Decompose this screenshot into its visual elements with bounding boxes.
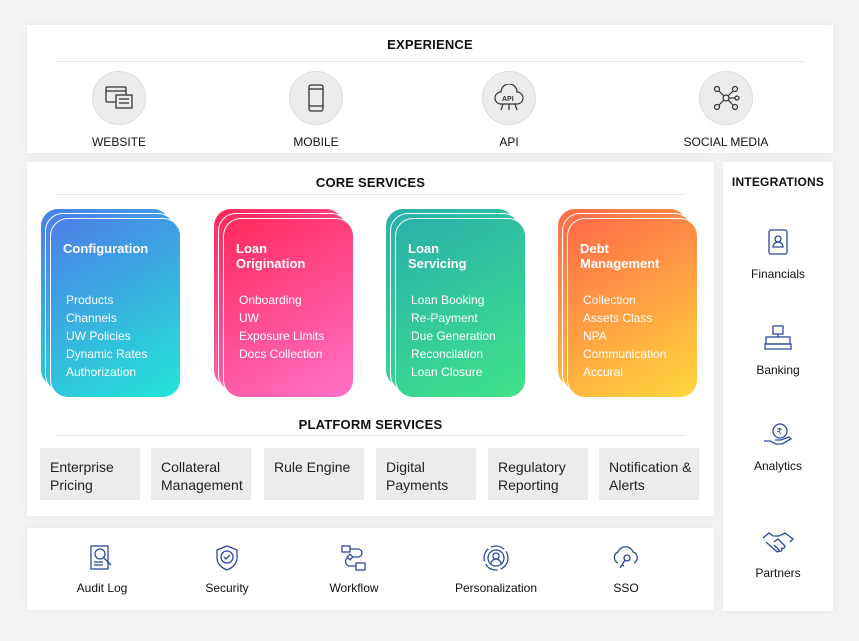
integration-analytics[interactable]: ₹ Analytics [723,423,833,473]
svg-text:API: API [502,96,514,103]
website-icon [92,71,146,125]
card-title: Loan Origination [236,241,306,271]
experience-api[interactable]: API API [439,71,579,149]
experience-website[interactable]: WEBSITE [49,71,189,149]
personalization-icon [483,545,509,571]
workflow-icon [341,545,366,571]
platform-collateral-management[interactable]: Collateral Management [151,448,251,500]
core-services-title: CORE SERVICES [315,175,426,190]
card-item: Dynamic Rates [66,347,148,361]
integration-label: Banking [756,363,800,377]
experience-label: API [499,135,519,149]
divider [55,61,805,62]
integration-label: Partners [755,566,801,580]
card-configuration[interactable]: Configuration Products Channels UW Policies… [50,218,181,398]
bottom-sso[interactable]: SSO [576,545,676,595]
svg-text:₹: ₹ [777,428,783,438]
bottom-label: Personalization [454,581,538,595]
bottom-personalization[interactable]: Personalization [446,545,546,595]
card-item: Loan Closure [411,365,483,379]
card-items: Products Channels UW Policies Dynamic Rates… [66,291,147,381]
card-item: Products [66,293,114,307]
platform-rule-engine[interactable]: Rule Engine [264,448,364,500]
bottom-workflow[interactable]: Workflow [304,545,404,595]
card-item: NPA [583,329,607,343]
id-card-icon [768,229,788,255]
rupee-hand-icon: ₹ [764,423,793,445]
social-media-icon [699,71,753,125]
integration-label: Financials [750,267,806,281]
card-items: Onboarding UW Exposure Limits Docs Collecti… [239,291,324,363]
experience-label: SOCIAL MEDIA [683,135,769,149]
card-item: Loan Booking [411,293,485,307]
card-title: Configuration [63,241,149,256]
shield-check-icon [216,545,238,571]
bottom-label: Workflow [329,581,379,595]
card-item: Accural [583,365,624,379]
card-item: Onboarding [239,293,302,307]
api-icon: API [482,71,536,125]
integration-financials[interactable]: Financials [723,229,833,281]
platform-enterprise-pricing[interactable]: Enterprise Pricing [40,448,140,500]
card-item: UW [239,311,259,325]
integration-banking[interactable]: Banking [723,325,833,377]
experience-label: WEBSITE [91,135,146,149]
bottom-label: SSO [613,581,639,595]
card-item: Communication [583,347,667,361]
card-item: Assets Class [583,311,653,325]
divider [55,435,686,436]
card-title: Loan Servicing [408,241,467,271]
handshake-icon [762,532,794,553]
card-item: Authorization [66,365,137,379]
cloud-key-icon [613,546,638,569]
platform-digital-payments[interactable]: Digital Payments [376,448,476,500]
experience-label: MOBILE [293,135,339,149]
card-item: Due Generation [411,329,496,343]
platform-regulatory-reporting[interactable]: Regulatory Reporting [488,448,588,500]
card-item: Collection [583,293,636,307]
card-loan-origination[interactable]: Loan Origination Onboarding UW Exposure Lim… [223,218,354,398]
card-items: Collection Assets Class NPA Communication Ac… [583,291,666,381]
bottom-audit-log[interactable]: Audit Log [52,545,152,595]
bottom-label: Audit Log [76,581,128,595]
platform-notification-alerts[interactable]: Notification & Alerts [599,448,699,500]
card-item: Channels [66,311,117,325]
card-item: UW Policies [66,329,131,343]
bottom-security[interactable]: Security [177,545,277,595]
experience-mobile[interactable]: MOBILE [246,71,386,149]
bank-icon [764,325,792,350]
card-items: Loan Booking Re-Payment Due Generation Reco… [411,291,496,381]
audit-log-icon [90,545,112,570]
platform-services-title: PLATFORM SERVICES [298,417,443,432]
experience-panel: EXPERIENCE [27,25,833,153]
integration-partners[interactable]: Partners [723,530,833,580]
integration-label: Analytics [753,459,803,473]
card-item: Docs Collection [239,347,323,361]
bottom-label: Security [205,581,249,595]
card-item: Exposure Limits [239,329,325,343]
card-item: Re-Payment [411,311,478,325]
experience-title: EXPERIENCE [387,37,473,52]
card-title: Debt Management [580,241,660,271]
bottom-services-panel [27,528,714,610]
card-debt-management[interactable]: Debt Management Collection Assets Class NPA… [567,218,698,398]
card-item: Reconcilation [411,347,484,361]
divider [55,194,686,195]
mobile-icon [289,71,343,125]
experience-social-media[interactable]: SOCIAL MEDIA [656,71,796,149]
integrations-title: INTEGRATIONS [731,175,825,189]
card-loan-servicing[interactable]: Loan Servicing Loan Booking Re-Payment Due … [395,218,526,398]
